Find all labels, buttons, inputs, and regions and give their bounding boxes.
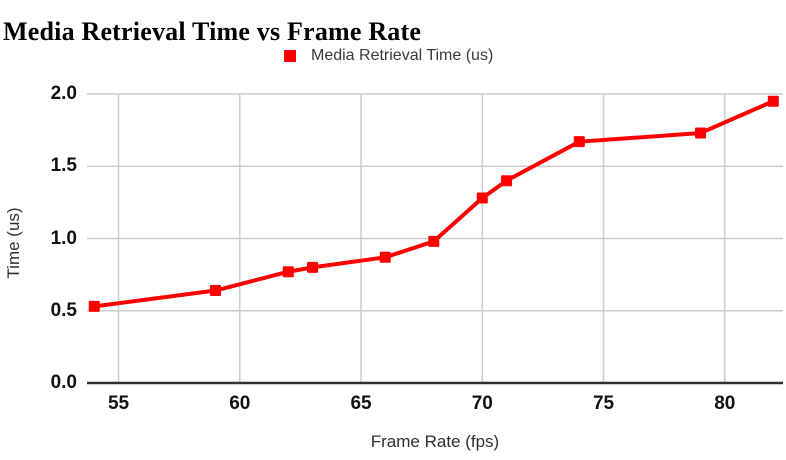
y-tick-label: 1.5 <box>50 155 77 177</box>
y-tick-label: 0.0 <box>50 372 77 393</box>
data-point-marker[interactable] <box>379 251 391 263</box>
x-tick-label: 65 <box>350 393 372 414</box>
data-point-marker[interactable] <box>501 175 513 187</box>
x-tick-label: 80 <box>714 393 736 414</box>
legend-marker-icon <box>284 50 296 62</box>
y-tick-label: 2.0 <box>50 83 77 104</box>
data-point-marker[interactable] <box>476 192 488 204</box>
data-point-marker[interactable] <box>88 300 100 312</box>
series-line <box>94 99 775 309</box>
y-tick-label: 0.5 <box>50 299 77 321</box>
y-tick-label: 1.0 <box>50 227 77 249</box>
x-axis-title: Frame Rate (fps) <box>370 432 500 451</box>
data-point-marker[interactable] <box>767 95 779 107</box>
data-point-marker[interactable] <box>282 266 294 278</box>
legend: Media Retrieval Time (us) <box>284 47 493 65</box>
legend-label: Media Retrieval Time (us) <box>311 47 494 64</box>
x-tick-label: 60 <box>229 393 251 414</box>
data-point-marker[interactable] <box>428 235 440 247</box>
y-axis-title: Time (us) <box>4 207 23 279</box>
data-point-marker[interactable] <box>307 261 319 273</box>
x-tick-label: 70 <box>471 393 493 414</box>
data-point-marker[interactable] <box>573 136 585 148</box>
data-point-marker[interactable] <box>695 127 707 139</box>
data-point-marker[interactable] <box>210 285 222 297</box>
chart-title: Media Retrieval Time vs Frame Rate <box>3 17 422 47</box>
x-tick-label: 55 <box>107 393 130 414</box>
x-tick-label: 75 <box>592 393 615 414</box>
